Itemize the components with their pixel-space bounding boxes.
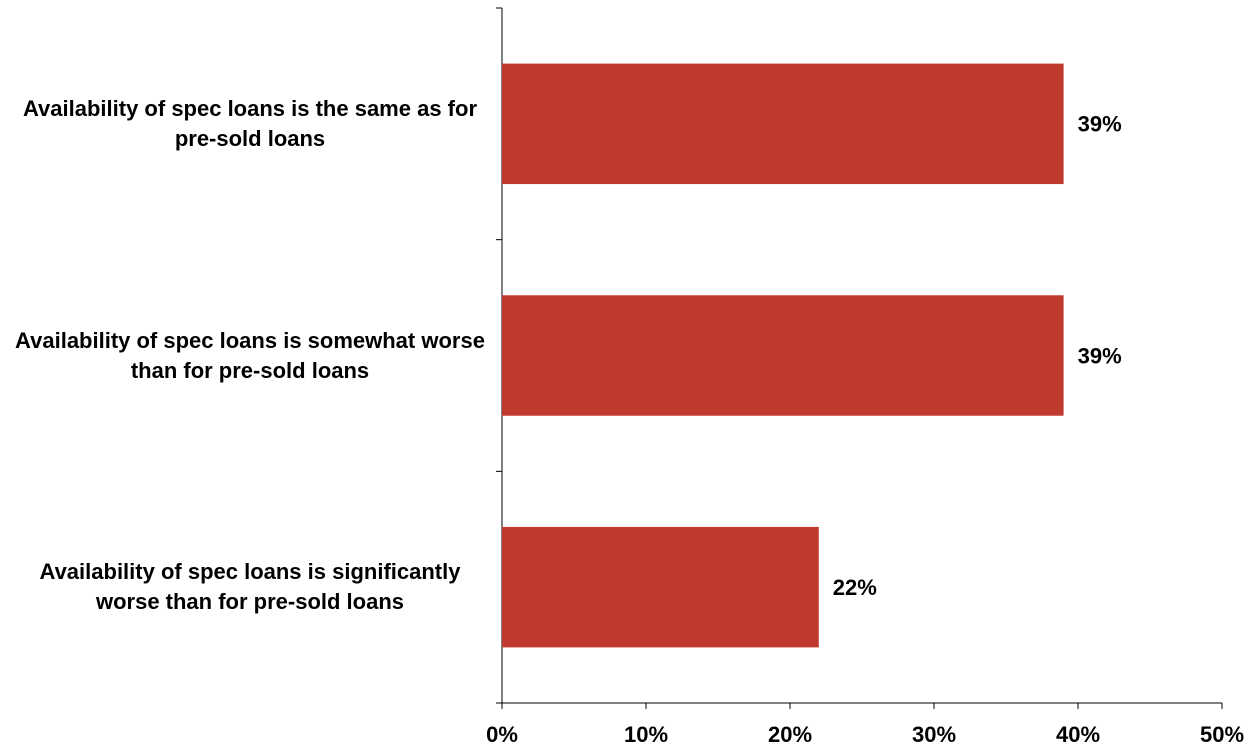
x-tick-label: 20% — [768, 722, 812, 747]
y-tick-label: Availability of spec loans is somewhat w… — [15, 327, 485, 383]
bar — [502, 63, 1064, 185]
y-tick-label: Availability of spec loans is significan… — [39, 559, 461, 615]
value-label: 22% — [833, 575, 877, 600]
y-tick-label: Availability of spec loans is the same a… — [22, 95, 478, 151]
bar — [502, 526, 819, 648]
x-tick-label: 10% — [624, 722, 668, 747]
value-label: 39% — [1078, 112, 1122, 137]
x-tick-label: 0% — [486, 722, 518, 747]
value-label: 39% — [1078, 343, 1122, 368]
x-tick-label: 40% — [1056, 722, 1100, 747]
x-tick-label: 30% — [912, 722, 956, 747]
x-tick-label: 50% — [1200, 722, 1244, 747]
bar — [502, 295, 1064, 416]
